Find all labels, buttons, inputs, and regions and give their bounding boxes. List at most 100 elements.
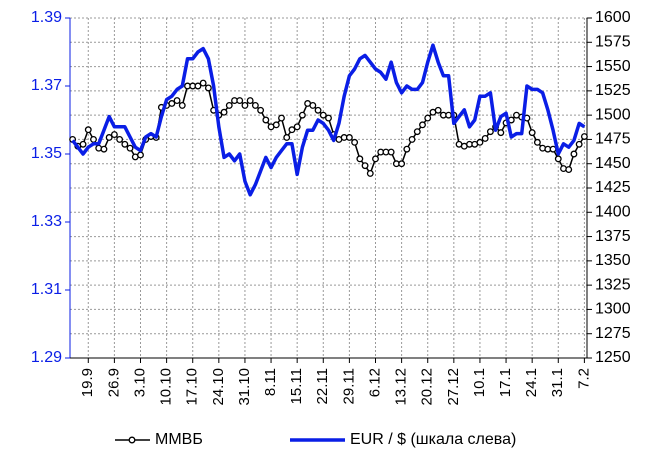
point <box>570 150 578 158</box>
y2-tick-label: 1425 <box>595 179 631 196</box>
x-tick-label: 17.10 <box>184 368 201 406</box>
point <box>325 114 332 122</box>
point <box>262 116 270 124</box>
point <box>476 138 484 146</box>
point <box>314 106 322 114</box>
x-tick-label: 6.12 <box>366 368 383 397</box>
point <box>293 123 301 131</box>
y2-tick-label: 1500 <box>595 106 631 123</box>
point <box>419 121 426 129</box>
x-tick-label: 31.10 <box>236 368 253 406</box>
y-tick-label: 1.37 <box>31 77 62 94</box>
point <box>387 148 395 156</box>
y-tick-label: 1.39 <box>31 9 62 26</box>
point <box>105 134 113 141</box>
point <box>345 134 353 141</box>
x-tick-label: 22.11 <box>314 368 331 404</box>
y2-tick-label: 1250 <box>595 349 631 366</box>
y2-tick-label: 1400 <box>595 204 631 221</box>
x-tick-label: 26.9 <box>105 368 122 397</box>
x-tick-label: 10.10 <box>158 368 175 406</box>
y2-tick-label: 1375 <box>595 228 631 245</box>
y2-tick-label: 1600 <box>595 9 631 26</box>
x-tick-label: 8.11 <box>262 368 279 396</box>
legend-label: ММВБ <box>155 431 203 448</box>
point <box>565 166 573 173</box>
point <box>351 138 359 146</box>
point <box>398 160 406 168</box>
x-tick-label: 17.1 <box>497 368 514 397</box>
point <box>580 133 588 140</box>
point <box>121 140 129 148</box>
y2-tick-label: 1325 <box>595 276 631 293</box>
point <box>309 101 317 109</box>
point <box>424 114 432 122</box>
point <box>278 114 285 122</box>
y2-tick-label: 1275 <box>595 325 631 342</box>
y2-tick-label: 1550 <box>595 58 631 75</box>
point <box>272 121 280 129</box>
series-line <box>71 43 586 197</box>
point <box>413 128 421 136</box>
point <box>408 135 416 143</box>
y2-tick-label: 1300 <box>595 301 631 318</box>
point <box>100 145 108 153</box>
x-tick-label: 15.11 <box>288 368 305 404</box>
point <box>84 126 92 134</box>
point <box>481 135 489 142</box>
y-tick-label: 1.31 <box>31 281 62 298</box>
point <box>486 128 494 136</box>
point <box>497 129 505 137</box>
point <box>168 100 176 107</box>
x-tick-label: 13.12 <box>393 368 410 406</box>
x-tick-label: 29.11 <box>340 368 357 404</box>
point <box>90 135 97 143</box>
point <box>403 145 411 153</box>
point <box>288 126 296 134</box>
point <box>361 162 369 170</box>
y-tick-label: 1.35 <box>31 145 62 162</box>
point <box>241 101 249 109</box>
y-tick-label: 1.29 <box>31 349 62 366</box>
point <box>194 82 202 90</box>
point <box>257 106 265 114</box>
y2-tick-label: 1575 <box>595 34 631 51</box>
point <box>199 79 207 87</box>
y2-tick-label: 1450 <box>595 155 631 172</box>
y2-tick-label: 1525 <box>595 82 631 99</box>
x-tick-label: 7.2 <box>575 368 592 389</box>
point <box>283 134 291 141</box>
point <box>575 140 583 148</box>
point <box>137 151 144 159</box>
point <box>251 101 259 109</box>
point <box>225 101 233 109</box>
point <box>173 97 181 105</box>
legend-marker <box>128 436 136 444</box>
point <box>298 111 306 119</box>
point <box>79 140 87 148</box>
point <box>246 97 254 105</box>
x-tick-label: 3.10 <box>131 368 148 397</box>
x-tick-label: 24.1 <box>523 368 540 397</box>
point <box>116 135 124 143</box>
legend-label: EUR / $ (шкала слева) <box>350 431 516 448</box>
point <box>204 84 212 92</box>
x-tick-label: 19.9 <box>79 368 96 397</box>
x-tick-label: 10.1 <box>471 368 488 397</box>
y-tick-label: 1.33 <box>31 213 62 230</box>
point <box>372 155 379 163</box>
x-tick-label: 24.10 <box>210 368 227 406</box>
point <box>110 131 118 139</box>
point <box>220 108 228 116</box>
x-tick-label: 27.12 <box>445 368 462 406</box>
point <box>554 155 562 163</box>
point <box>356 155 364 163</box>
x-tick-label: 20.12 <box>419 368 436 406</box>
point <box>533 138 541 146</box>
y2-tick-label: 1350 <box>595 252 631 269</box>
point <box>178 101 186 109</box>
point <box>236 97 244 105</box>
y2-tick-label: 1475 <box>595 131 631 148</box>
